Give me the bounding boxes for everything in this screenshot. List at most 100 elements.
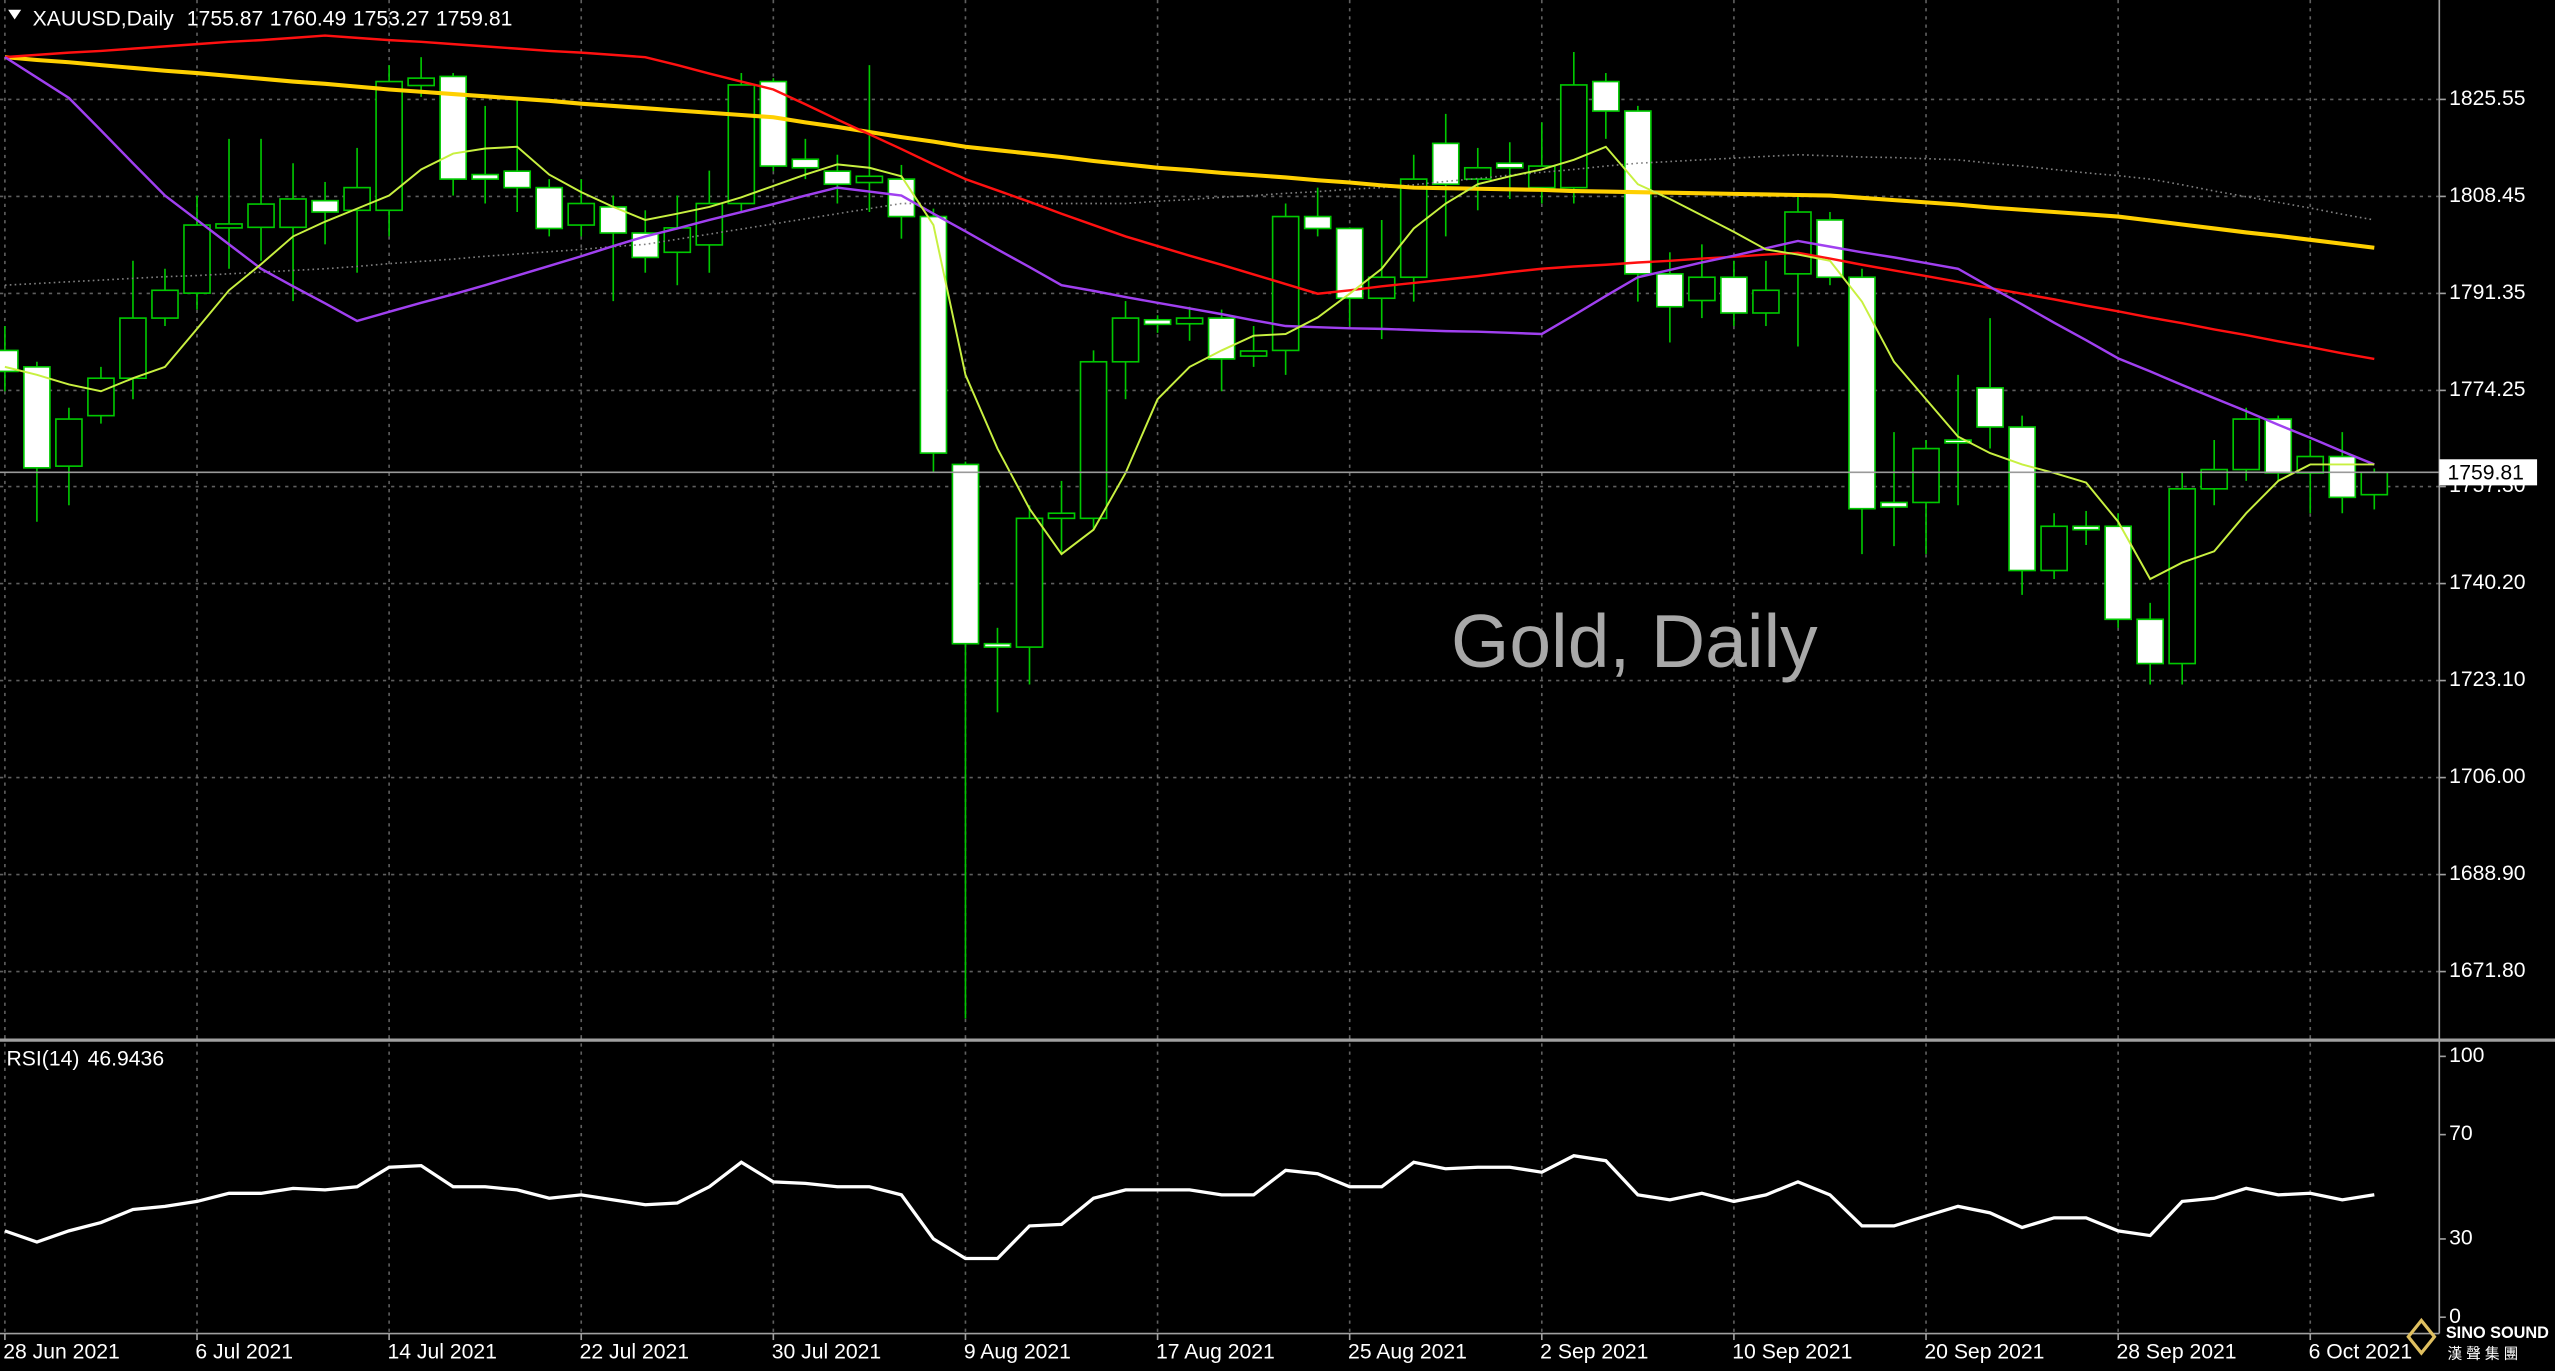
candle-body [375,80,403,212]
candle-body [343,186,371,212]
y-tick-label: 1688.90 [2449,862,2526,885]
indicator-value: 46.9436 [88,1047,165,1070]
overlay-layer: 1825.551808.451791.351774.251757.301740.… [3,87,2538,1364]
y-tick-label: 1808.45 [2449,184,2526,207]
x-tick-label: 28 Sep 2021 [2117,1341,2237,1364]
candle-body [2104,525,2132,621]
candle-body [2136,618,2165,665]
rsi-tick-label: 30 [2449,1227,2473,1250]
candle-body [727,84,756,205]
candle-body [151,289,179,319]
y-tick-label: 1825.55 [2449,87,2526,110]
candle-body [2008,426,2036,572]
moving-average-line [4,145,2375,581]
x-tick-label: 10 Sep 2021 [1732,1341,1852,1364]
current-price-label: 1759.81 [2447,462,2524,485]
candle-body [471,173,500,180]
candle-body [1656,273,1684,308]
x-tick-label: 14 Jul 2021 [387,1341,496,1364]
candle-body [215,223,243,229]
candle-body [535,186,564,230]
candle-body [503,170,532,189]
candle-body [1495,162,1524,169]
candle-body [2168,488,2197,665]
x-tick-label: 2 Sep 2021 [1540,1341,1648,1364]
x-tick-label: 17 Aug 2021 [1156,1341,1275,1364]
x-tick-label: 20 Sep 2021 [1924,1341,2044,1364]
candle-body [1431,142,1460,186]
candle-body [1559,84,1588,189]
candle-body [1079,360,1108,520]
y-tick-label: 1774.25 [2449,378,2526,401]
x-tick-label: 25 Aug 2021 [1348,1341,1467,1364]
candle-body [759,80,788,167]
y-tick-label: 1706.00 [2449,765,2526,788]
open-value: 1755.87 [187,7,264,30]
candle-body [855,175,884,184]
rsi-tick-label: 0 [2449,1305,2461,1328]
candle-body [1303,215,1332,230]
candle-body [23,366,51,469]
low-value: 1753.27 [353,7,430,30]
candle-body [1175,317,1204,325]
candle-body [1976,387,2004,428]
candle-body [2200,468,2229,490]
current-price-box [2439,459,2538,486]
candle-body [279,198,307,229]
moving-average-line [4,153,2375,287]
indicator-header: RSI(14) 46.9436 [7,1047,165,1070]
candle-body [311,199,339,213]
candle-body [823,170,852,186]
candle-body [1463,166,1492,180]
candle-body [2360,471,2389,496]
candle-body [247,203,275,229]
high-value: 1760.49 [270,7,347,30]
candle-body [695,202,724,246]
logo-subtitle: 漢 聲 集 團 [2447,1346,2518,1363]
candle-body [791,158,820,169]
moving-average-line [4,55,2375,250]
candle-body [1720,276,1748,314]
x-tick-label: 6 Oct 2021 [2309,1341,2413,1364]
candle-body [567,202,596,226]
rsi-line [4,1154,2375,1261]
candle-body [1239,350,1268,357]
x-tick-label: 28 Jun 2021 [3,1341,120,1364]
candle-body [1047,512,1076,520]
candle-body [1015,517,1044,648]
watermark: Gold, Daily [1451,599,1818,683]
indicator-name: RSI(14) [7,1047,80,1070]
symbol: XAUUSD,Daily [33,7,175,30]
x-tick-label: 9 Aug 2021 [964,1341,1071,1364]
candle-body [2232,418,2261,471]
header: XAUUSD,Daily 1755.87 1760.49 1753.27 1759.81 [33,7,513,30]
candle-body [1207,317,1236,360]
close-value: 1759.81 [436,7,513,30]
candle-body [983,642,1012,648]
candle-body [2072,525,2100,531]
candle-body [1752,289,1780,314]
candle-body [87,377,115,417]
y-tick-label: 1671.80 [2449,959,2526,982]
candle-body [1591,80,1620,112]
logo-icon [2406,1317,2437,1356]
candle-body [1143,318,1172,326]
logo: SINO SOUND 漢 聲 集 團 [2406,1317,2549,1363]
logo-name: SINO SOUND [2446,1324,2549,1342]
candle-body [1688,276,1716,302]
rsi-tick-label: 100 [2449,1044,2484,1067]
candle-body [0,349,19,373]
moving-average-line [4,34,2375,361]
y-tick-label: 1791.35 [2449,281,2526,304]
candle-body [1944,439,1972,444]
menu-triangle[interactable] [8,9,22,20]
x-tick-label: 30 Jul 2021 [772,1341,881,1364]
candle-body [951,463,980,645]
candle-body [1848,276,1876,510]
candle-body [2040,525,2068,572]
candle-body [407,77,435,87]
x-tick-label: 6 Jul 2021 [195,1341,293,1364]
candle-body [183,224,211,294]
candle-body [55,418,83,467]
